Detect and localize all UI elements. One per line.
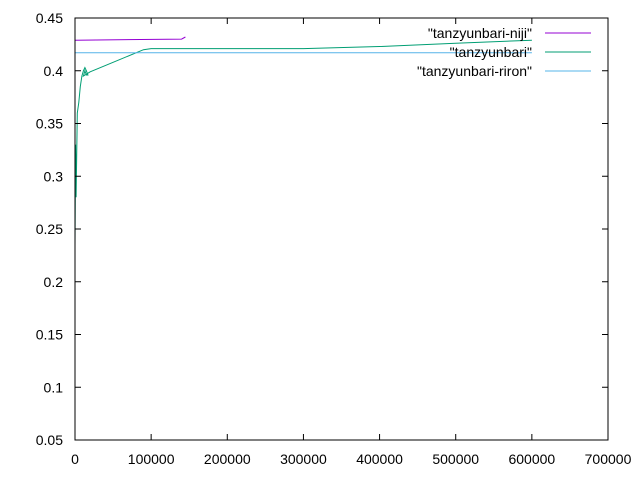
plot-frame [74,17,609,441]
x-tick-label: 300000 [280,451,327,467]
axis-ticks [74,17,609,441]
legend-label-0: "tanzyunbari-niji" [428,25,532,41]
y-axis-tick-labels: 0.05 0.1 0.15 0.2 0.25 0.3 0.35 0.4 0.45 [36,10,63,448]
y-tick-label: 0.45 [36,10,63,26]
x-tick-label: 200000 [204,451,251,467]
legend: "tanzyunbari-niji" "tanzyunbari" "tanzyunb… [417,25,591,79]
legend-label-2: "tanzyunbari-riron" [417,63,532,79]
y-tick-label: 0.3 [44,168,64,184]
plot-lines [74,36,532,245]
x-tick-label: 700000 [585,451,632,467]
series-line-0 [74,36,186,41]
x-tick-label: 100000 [128,451,175,467]
x-axis-tick-labels: 0 100000 200000 300000 400000 500000 600000 700… [71,451,631,467]
y-tick-label: 0.4 [44,63,64,79]
x-tick-label: 400000 [356,451,403,467]
x-tick-label: 600000 [508,451,555,467]
x-tick-label: 0 [71,451,79,467]
y-tick-label: 0.05 [36,432,63,448]
y-tick-label: 0.1 [44,379,64,395]
y-tick-label: 0.35 [36,116,63,132]
legend-label-1: "tanzyunbari" [450,44,532,60]
y-tick-label: 0.2 [44,274,64,290]
y-tick-label: 0.15 [36,327,63,343]
series-line-1 [74,39,532,245]
y-tick-label: 0.25 [36,221,63,237]
x-tick-label: 500000 [432,451,479,467]
